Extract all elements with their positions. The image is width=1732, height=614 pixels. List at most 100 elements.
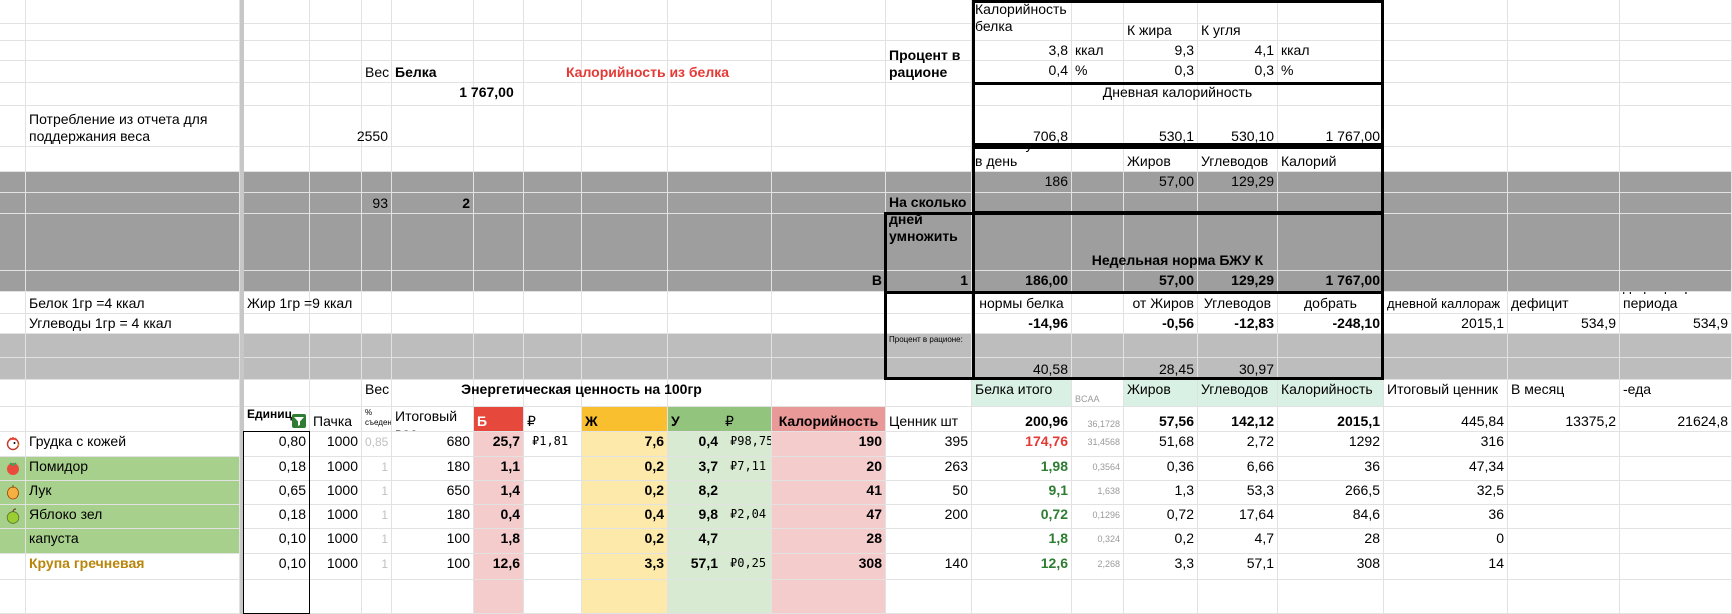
cell-unit[interactable]: 0,10	[244, 529, 310, 554]
percent-carb[interactable]: 30,97	[1198, 334, 1278, 380]
label-percent-ration[interactable]: Процент в рационе	[886, 24, 972, 83]
sum-cal[interactable]: 2015,1	[1278, 407, 1384, 432]
cell-c[interactable]: 53,3	[1198, 481, 1278, 505]
cell-c[interactable]: 2,72	[1198, 432, 1278, 457]
weekly-fat[interactable]: 57,00	[1124, 271, 1198, 292]
cell-k[interactable]: 28	[1278, 529, 1384, 554]
cell-zh[interactable]: 0,2	[582, 481, 668, 505]
cell-b[interactable]: 1,8	[474, 529, 524, 554]
weekly-protein[interactable]: 186,00	[972, 271, 1072, 292]
pct-unit[interactable]: %	[1072, 61, 1124, 83]
cell-f[interactable]: 0,36	[1124, 457, 1198, 481]
kcal-unit[interactable]: ккал	[1072, 41, 1124, 61]
weekly-days[interactable]: 1	[886, 271, 972, 292]
protein-k[interactable]: 3,8	[972, 41, 1072, 61]
cell-pack[interactable]: 1000	[310, 481, 362, 505]
cell-bcaa[interactable]: 0,1296	[1072, 505, 1124, 529]
th-eda[interactable]: -еда	[1620, 380, 1732, 407]
cell-pct[interactable]: 1	[362, 481, 392, 505]
th-u[interactable]: У	[668, 407, 772, 432]
th-carbs[interactable]: Углеводов	[1198, 380, 1278, 407]
cell-bcaa[interactable]: 0,3564	[1072, 457, 1124, 481]
cell-weight[interactable]: 100	[392, 554, 474, 580]
cell-weight[interactable]: 100	[392, 529, 474, 554]
need-protein[interactable]: 186	[972, 172, 1072, 193]
cell-price[interactable]	[886, 529, 972, 554]
row-name[interactable]: капуста	[26, 529, 240, 554]
cell-weight[interactable]: 180	[392, 505, 474, 529]
th-price-pc[interactable]: Ценник шт	[886, 407, 972, 432]
label-k-carb[interactable]: К угля	[1198, 0, 1278, 41]
cell-b[interactable]: 1,1	[474, 457, 524, 481]
cell-c[interactable]: 4,7	[1198, 529, 1278, 554]
label-actual-daily[interactable]: Фактический дневной каллораж	[1384, 292, 1508, 314]
percent-fat[interactable]: 28,45	[1124, 334, 1198, 380]
cell-zh[interactable]: 0,4	[582, 505, 668, 529]
sum-eda[interactable]: 21624,8	[1620, 407, 1732, 432]
th-calories[interactable]: Калорийность	[1278, 380, 1384, 407]
cell-c[interactable]: 57,1	[1198, 554, 1278, 580]
carb-pct[interactable]: 0,3	[1198, 61, 1278, 83]
cell-price[interactable]: 140	[886, 554, 972, 580]
row-name[interactable]: Помидор	[26, 457, 240, 481]
cell-k[interactable]: 1292	[1278, 432, 1384, 457]
cell-unit[interactable]: 0,10	[244, 554, 310, 580]
cell-price[interactable]: 395	[886, 432, 972, 457]
weekly-carb[interactable]: 129,29	[1198, 271, 1278, 292]
cell-fp[interactable]: 32,5	[1384, 481, 1508, 505]
label-belka[interactable]: Белка	[392, 41, 474, 83]
label-actual-deficit[interactable]: Фактически дефицит	[1508, 292, 1620, 314]
cell-fp[interactable]: 36	[1384, 505, 1508, 529]
label-left[interactable]: Осталось добрать	[1278, 292, 1384, 314]
cell-cal[interactable]: 20	[772, 457, 886, 481]
label-percent-row[interactable]: Процент в рационе:	[886, 334, 972, 380]
label-b[interactable]: В	[772, 271, 886, 292]
cell-pack[interactable]: 1000	[310, 505, 362, 529]
label-rem-protein[interactable]: Остаток от нормы белка	[972, 292, 1072, 314]
value-93[interactable]: 93	[310, 193, 392, 214]
sum-month[interactable]: 13375,2	[1508, 407, 1620, 432]
th-final-price[interactable]: Итоговый ценник	[1384, 380, 1508, 407]
cell-pt[interactable]: 9,1	[972, 481, 1072, 505]
cell-zh[interactable]: 7,6	[582, 432, 668, 457]
protein-pct[interactable]: 0,4	[972, 61, 1072, 83]
pct-unit[interactable]: %	[1278, 61, 1384, 83]
th-zh[interactable]: Ж	[582, 407, 668, 432]
cell-u[interactable]: 57,1	[668, 554, 722, 580]
daily-total[interactable]: 1 767,00	[1278, 106, 1384, 147]
th-pct[interactable]: % съеденного	[362, 407, 392, 432]
cal-from-protein-value[interactable]: 1 767,00	[392, 83, 582, 106]
cell-cal[interactable]: 28	[772, 529, 886, 554]
value-2[interactable]: 2	[392, 193, 474, 214]
cell-k[interactable]: 308	[1278, 554, 1384, 580]
cell-ru[interactable]: ₽0,25	[722, 554, 772, 580]
sum-bcaa[interactable]: 36,1728	[1072, 407, 1124, 432]
label-fats[interactable]: Жиров	[1124, 147, 1198, 172]
frozen-column-divider[interactable]	[240, 0, 244, 614]
actual-daily[interactable]: 2015,1	[1384, 314, 1508, 334]
cell-pt[interactable]: 1,98	[972, 457, 1072, 481]
cell-c[interactable]: 17,64	[1198, 505, 1278, 529]
cell-weight[interactable]: 680	[392, 432, 474, 457]
cell-k[interactable]: 36	[1278, 457, 1384, 481]
rem-carb[interactable]: -12,83	[1198, 314, 1278, 334]
daily-fat[interactable]: 530,1	[1124, 106, 1198, 147]
cell-b[interactable]: 0,4	[474, 505, 524, 529]
row-name[interactable]: Крупа гречневая	[26, 554, 240, 580]
cell-pt[interactable]: 12,6	[972, 554, 1072, 580]
total-deficit[interactable]: 534,9	[1620, 314, 1732, 334]
th-rub[interactable]: ₽	[524, 407, 582, 432]
cell-bcaa[interactable]: 0,324	[1072, 529, 1124, 554]
left-to-gain[interactable]: -248,10	[1278, 314, 1384, 334]
cell-cal[interactable]: 190	[772, 432, 886, 457]
th-protein-total[interactable]: Белка итого	[972, 380, 1072, 407]
weight-value[interactable]: 2550	[310, 106, 392, 147]
cell-b[interactable]: 12,6	[474, 554, 524, 580]
note-protein[interactable]: Белок 1гр =4 ккал	[26, 292, 240, 314]
cell-pct[interactable]: 1	[362, 505, 392, 529]
cell-pct[interactable]: 1	[362, 529, 392, 554]
sum-fat[interactable]: 57,56	[1124, 407, 1198, 432]
cell-rb[interactable]	[524, 529, 582, 554]
cell-bcaa[interactable]: 1,638	[1072, 481, 1124, 505]
cell-fp[interactable]: 47,34	[1384, 457, 1508, 481]
